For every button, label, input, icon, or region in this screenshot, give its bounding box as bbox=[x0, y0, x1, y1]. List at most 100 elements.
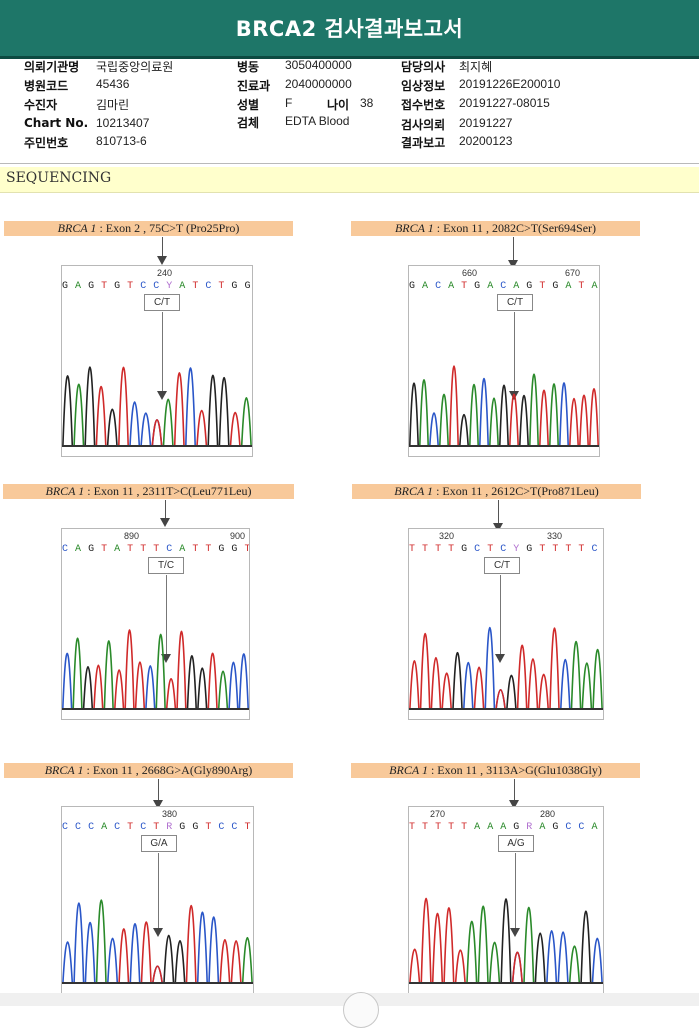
info-value: 38 bbox=[360, 96, 374, 110]
genotype-box: G/A bbox=[141, 835, 177, 852]
chromatogram-trace bbox=[62, 899, 253, 984]
position-label: 280 bbox=[540, 809, 556, 819]
trace-t bbox=[62, 905, 253, 984]
info-value: 20191226E200010 bbox=[459, 77, 561, 91]
position-label: 660 bbox=[462, 268, 478, 278]
chromatogram-trace bbox=[409, 897, 603, 984]
section-divider bbox=[0, 163, 699, 164]
genotype-box: A/G bbox=[498, 835, 534, 852]
trace-c bbox=[409, 627, 603, 710]
info-label: 결과보고 bbox=[401, 136, 446, 150]
variant-label: BRCA 1 : Exon 11 , 2668G>A(Gly890Arg) bbox=[4, 763, 293, 778]
variant-gene: BRCA 1 bbox=[45, 484, 85, 498]
chromatogram-panel: 240 G A G T G T C C Y A T C T G G T A C/… bbox=[61, 265, 253, 457]
info-label: 병동 bbox=[237, 60, 260, 74]
position-label: 270 bbox=[430, 809, 446, 819]
position-label: 320 bbox=[439, 531, 455, 541]
arrow-down-icon bbox=[509, 800, 519, 809]
chromatogram-trace bbox=[409, 627, 603, 710]
chromatogram-panel: 890 900 C A G T A T T T C A T T G G T A … bbox=[61, 528, 250, 720]
variant-label: BRCA 1 : Exon 11 , 3113A>G(Glu1038Gly) bbox=[351, 763, 640, 778]
info-label: 성별 bbox=[237, 98, 260, 112]
info-label: 주민번호 bbox=[24, 136, 69, 150]
genotype-box: C/T bbox=[484, 557, 520, 574]
sequencing-section-bar: SEQUENCING bbox=[0, 167, 699, 193]
trace-a bbox=[409, 905, 603, 984]
variant-pointer-line bbox=[514, 312, 515, 391]
trace-t bbox=[409, 627, 603, 710]
variant-gene: BRCA 1 bbox=[394, 484, 434, 498]
base-sequence: G A C A T G A C A G T G A T A C T T T bbox=[409, 281, 598, 292]
page-indicator-icon bbox=[343, 992, 379, 1028]
trace-t bbox=[62, 629, 249, 710]
trace-c bbox=[409, 930, 603, 984]
trace-c bbox=[62, 902, 253, 984]
position-label: 670 bbox=[565, 268, 581, 278]
trace-g bbox=[409, 898, 603, 984]
info-value: EDTA Blood bbox=[285, 114, 350, 128]
arrow-down-icon bbox=[508, 260, 518, 269]
position-label: 380 bbox=[162, 809, 178, 819]
variant-description: : Exon 2 , 75C>T (Pro25Pro) bbox=[96, 221, 240, 235]
arrow-down-icon bbox=[153, 800, 163, 809]
chromatogram-panel: 660 670 G A C A T G A C A G T G A T A C … bbox=[408, 265, 600, 457]
variant-label: BRCA 1 : Exon 2 , 75C>T (Pro25Pro) bbox=[4, 221, 293, 236]
position-label: 330 bbox=[547, 531, 563, 541]
position-label: 900 bbox=[230, 531, 246, 541]
chromatogram-panel: 270 280 T T T T T A A A G R A G C C A G … bbox=[408, 806, 604, 994]
variant-label: BRCA 1 : Exon 11 , 2082C>T(Ser694Ser) bbox=[351, 221, 640, 236]
variant-gene: BRCA 1 bbox=[44, 763, 84, 777]
arrow-line bbox=[498, 500, 499, 524]
trace-t bbox=[409, 897, 603, 984]
chromatogram-panel: 380 C C C A C T C T R G G T C C T T A G/… bbox=[61, 806, 254, 994]
section-title: SEQUENCING bbox=[6, 170, 112, 186]
variant-pointer-icon bbox=[509, 391, 519, 400]
variant-pointer-icon bbox=[153, 928, 163, 937]
variant-description: : Exon 11 , 3113A>G(Glu1038Gly) bbox=[427, 763, 602, 777]
info-value: 3050400000 bbox=[285, 58, 352, 72]
variant-description: : Exon 11 , 2082C>T(Ser694Ser) bbox=[433, 221, 597, 235]
variant-description: : Exon 11 , 2612C>T(Pro871Leu) bbox=[433, 484, 599, 498]
base-sequence: C A G T A T T T C A T T G G T A C C bbox=[62, 544, 249, 555]
info-value: 10213407 bbox=[96, 116, 150, 130]
position-label: 240 bbox=[157, 268, 173, 278]
variant-description: : Exon 11 , 2668G>A(Gly890Arg) bbox=[83, 763, 253, 777]
variant-gene: BRCA 1 bbox=[57, 221, 97, 235]
info-value: 국립중앙의료원 bbox=[96, 60, 174, 74]
arrow-down-icon bbox=[160, 518, 170, 527]
genotype-box: T/C bbox=[148, 557, 184, 574]
trace-a bbox=[62, 633, 249, 710]
variant-gene: BRCA 1 bbox=[389, 763, 428, 777]
trace-g bbox=[62, 655, 249, 710]
arrow-line bbox=[165, 500, 166, 520]
info-label: 임상정보 bbox=[401, 79, 446, 93]
variant-label: BRCA 1 : Exon 11 , 2612C>T(Pro871Leu) bbox=[352, 484, 641, 499]
arrow-down-icon bbox=[493, 523, 503, 532]
info-label: 검체 bbox=[237, 116, 260, 130]
info-label: 의뢰기관명 bbox=[24, 60, 80, 74]
genotype-box: C/T bbox=[144, 294, 180, 311]
variant-pointer-line bbox=[166, 575, 167, 654]
trace-g bbox=[62, 934, 253, 984]
trace-c bbox=[409, 377, 599, 447]
chromatogram-trace bbox=[409, 365, 599, 447]
base-sequence: G A G T G T C C Y A T C T G G T A bbox=[62, 281, 251, 292]
info-label: 진료과 bbox=[237, 79, 271, 93]
chromatogram-panel: 320 330 T T T T G C T C Y G T T T T C A … bbox=[408, 528, 604, 720]
arrow-line bbox=[514, 779, 515, 801]
info-value: F bbox=[285, 96, 293, 110]
variant-pointer-icon bbox=[495, 654, 505, 663]
chromatogram-trace bbox=[62, 366, 252, 447]
base-sequence: T T T T G C T C Y G T T T T C A A A bbox=[409, 544, 598, 555]
trace-a bbox=[409, 640, 603, 710]
info-label: 담당의사 bbox=[401, 60, 446, 74]
info-label: 병원코드 bbox=[24, 79, 69, 93]
arrow-down-icon bbox=[157, 256, 167, 265]
info-value: 45436 bbox=[96, 77, 130, 91]
info-value: 810713-6 bbox=[96, 134, 147, 148]
info-value: 20191227 bbox=[459, 116, 513, 130]
arrow-line bbox=[162, 237, 163, 258]
variant-pointer-line bbox=[158, 853, 159, 928]
variant-description: : Exon 11 , 2311T>C(Leu771Leu) bbox=[84, 484, 252, 498]
info-label: 접수번호 bbox=[401, 98, 446, 112]
